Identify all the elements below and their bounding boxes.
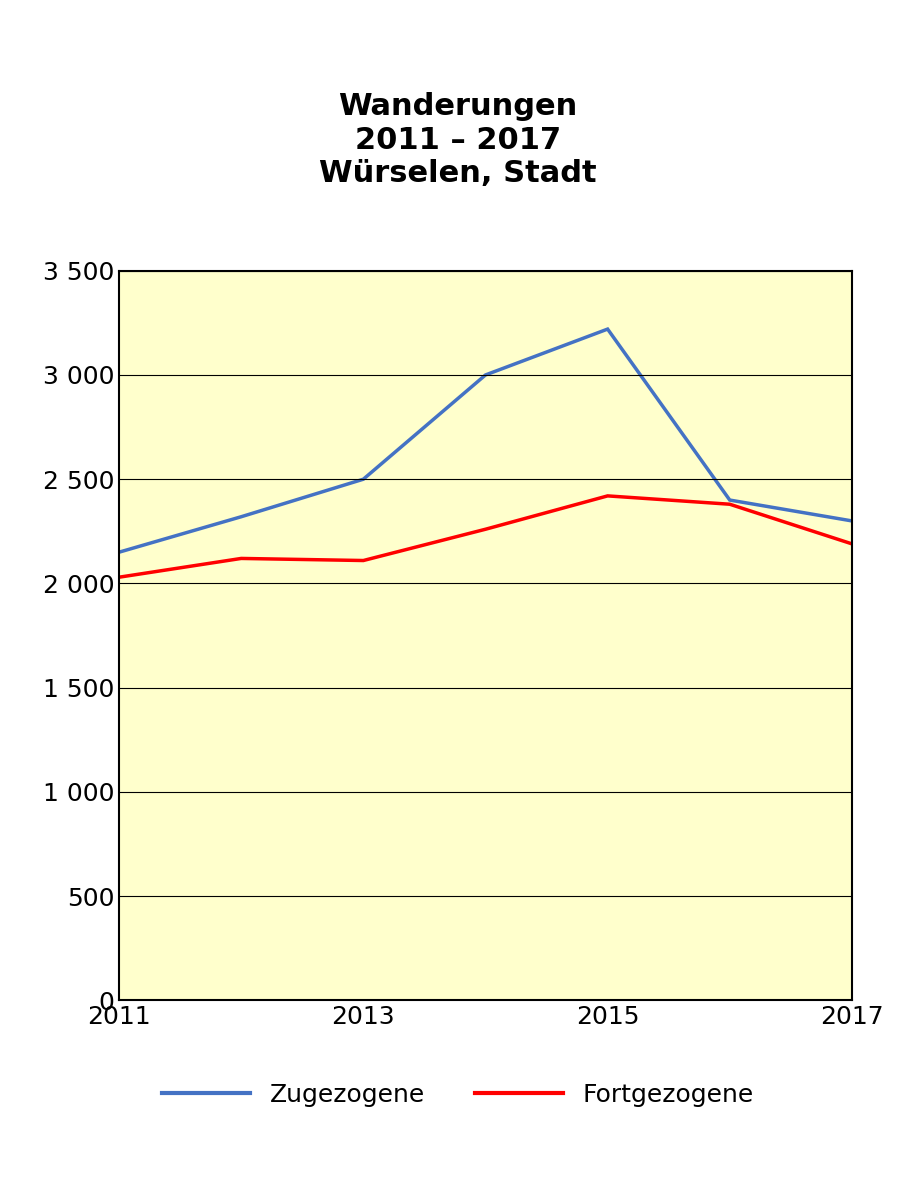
Legend: Zugezogene, Fortgezogene: Zugezogene, Fortgezogene — [152, 1073, 764, 1117]
Text: Wanderungen
2011 – 2017
Würselen, Stadt: Wanderungen 2011 – 2017 Würselen, Stadt — [319, 92, 597, 188]
